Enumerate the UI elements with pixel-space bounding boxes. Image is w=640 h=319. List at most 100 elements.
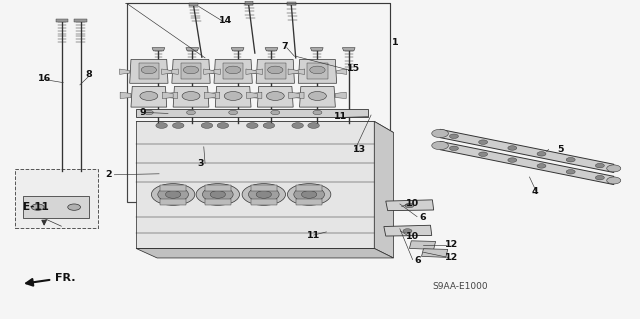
Circle shape — [537, 164, 546, 168]
Polygon shape — [422, 249, 448, 257]
Circle shape — [224, 92, 242, 100]
Polygon shape — [172, 59, 210, 83]
Circle shape — [607, 165, 621, 172]
Circle shape — [248, 187, 279, 202]
Bar — [296, 185, 322, 191]
Text: 10: 10 — [406, 232, 419, 241]
Text: 9: 9 — [140, 108, 147, 117]
Polygon shape — [139, 63, 159, 78]
Circle shape — [595, 175, 604, 180]
Polygon shape — [186, 48, 198, 51]
Polygon shape — [300, 86, 335, 107]
Circle shape — [607, 177, 621, 184]
Circle shape — [183, 66, 198, 74]
Circle shape — [263, 123, 275, 128]
Circle shape — [152, 184, 195, 205]
Circle shape — [210, 191, 225, 198]
Circle shape — [508, 146, 516, 150]
Text: E-11: E-11 — [23, 202, 49, 211]
Bar — [205, 185, 230, 191]
Circle shape — [228, 110, 237, 115]
Circle shape — [202, 187, 233, 202]
Text: 11: 11 — [307, 231, 321, 240]
Circle shape — [217, 123, 228, 128]
Polygon shape — [74, 19, 87, 22]
Text: 6: 6 — [415, 256, 421, 265]
Circle shape — [308, 92, 326, 100]
Polygon shape — [244, 1, 253, 4]
Polygon shape — [209, 92, 220, 99]
Circle shape — [156, 123, 168, 128]
Polygon shape — [136, 122, 374, 249]
Polygon shape — [130, 59, 168, 83]
Text: 2: 2 — [105, 170, 111, 179]
Polygon shape — [337, 69, 347, 74]
Text: 13: 13 — [353, 145, 366, 154]
Polygon shape — [252, 69, 262, 74]
Bar — [161, 199, 186, 204]
Polygon shape — [265, 48, 278, 51]
Polygon shape — [204, 92, 215, 99]
Circle shape — [145, 110, 154, 115]
Circle shape — [432, 141, 449, 150]
Circle shape — [287, 184, 331, 205]
Text: 12: 12 — [445, 240, 458, 249]
Text: 7: 7 — [282, 42, 288, 51]
Polygon shape — [410, 241, 436, 249]
Polygon shape — [214, 59, 252, 83]
Circle shape — [166, 191, 180, 198]
Polygon shape — [168, 69, 178, 74]
Circle shape — [140, 92, 158, 100]
Polygon shape — [167, 92, 177, 99]
Polygon shape — [440, 141, 614, 185]
Polygon shape — [293, 92, 304, 99]
Polygon shape — [56, 19, 68, 22]
Polygon shape — [210, 69, 220, 74]
Circle shape — [432, 129, 449, 137]
Polygon shape — [298, 59, 337, 83]
Polygon shape — [342, 48, 355, 51]
Text: 12: 12 — [445, 253, 458, 262]
Text: FR.: FR. — [26, 273, 76, 286]
Polygon shape — [223, 63, 243, 78]
Bar — [205, 199, 230, 204]
Polygon shape — [386, 200, 434, 211]
Polygon shape — [256, 59, 294, 83]
Circle shape — [173, 123, 184, 128]
Bar — [127, 3, 390, 202]
Circle shape — [294, 187, 324, 202]
Text: 3: 3 — [197, 159, 204, 168]
Circle shape — [225, 66, 241, 74]
Polygon shape — [231, 48, 244, 51]
Text: 5: 5 — [557, 145, 564, 154]
Circle shape — [405, 203, 414, 208]
Polygon shape — [310, 48, 323, 51]
Bar — [251, 185, 276, 191]
Circle shape — [566, 158, 575, 162]
Text: 10: 10 — [406, 199, 419, 208]
Circle shape — [271, 110, 280, 115]
Circle shape — [479, 152, 488, 156]
Circle shape — [256, 191, 271, 198]
Polygon shape — [440, 129, 614, 173]
Polygon shape — [136, 122, 394, 132]
Polygon shape — [288, 69, 298, 74]
Circle shape — [268, 66, 283, 74]
Polygon shape — [136, 109, 368, 117]
Polygon shape — [131, 86, 167, 107]
Bar — [251, 199, 276, 204]
Polygon shape — [287, 2, 296, 5]
Polygon shape — [215, 86, 251, 107]
Text: 6: 6 — [419, 213, 426, 222]
Polygon shape — [335, 92, 346, 99]
Circle shape — [242, 184, 285, 205]
Circle shape — [313, 110, 322, 115]
Circle shape — [141, 66, 157, 74]
Circle shape — [246, 123, 258, 128]
Circle shape — [449, 134, 458, 138]
Circle shape — [292, 123, 303, 128]
Circle shape — [301, 191, 317, 198]
Polygon shape — [189, 3, 198, 6]
Circle shape — [566, 170, 575, 174]
Polygon shape — [136, 249, 394, 258]
